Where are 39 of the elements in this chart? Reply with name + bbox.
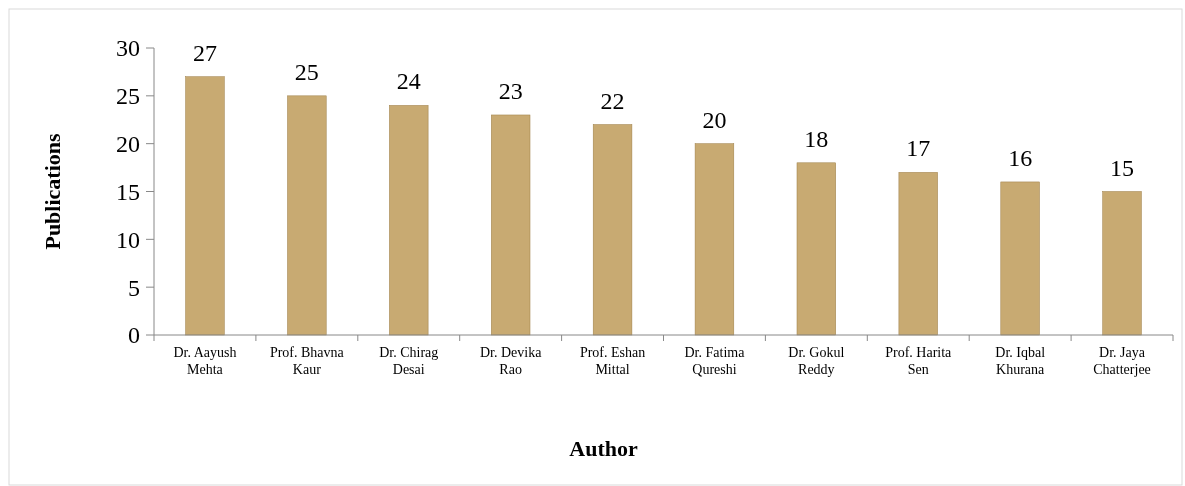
data-label: 27: [192, 39, 217, 66]
data-label: 25: [294, 58, 319, 85]
bar: [1000, 181, 1040, 336]
bar: [389, 105, 429, 336]
data-label: 20: [702, 106, 727, 133]
bar: [592, 124, 633, 336]
data-label: 23: [498, 77, 523, 104]
data-label: 15: [1110, 154, 1135, 181]
y-tick-label: 30: [116, 35, 140, 62]
data-label: 16: [1008, 144, 1033, 171]
data-label: 17: [906, 135, 931, 162]
x-tick-label: Dr. Aayush Mehta: [173, 345, 237, 377]
x-tick-label: Dr. Gokul Reddy: [788, 345, 845, 377]
x-tick-label: Prof. Eshan Mittal: [579, 345, 646, 377]
y-tick-label: 0: [128, 322, 140, 349]
x-tick-label: Dr. Jaya Chatterjee: [1093, 345, 1151, 377]
bar: [287, 95, 327, 336]
y-tick-label: 15: [116, 178, 140, 205]
y-tick-label: 25: [116, 83, 140, 110]
data-label: 18: [804, 125, 829, 152]
x-tick-label: Dr. Fatima Qureshi: [684, 345, 746, 377]
y-axis-title: Publications: [40, 133, 65, 250]
y-tick-label: 20: [116, 131, 140, 158]
y-tick-label: 5: [128, 274, 140, 301]
x-tick-label: Prof. Harita Sen: [885, 345, 953, 377]
bar: [796, 162, 836, 336]
data-label: 22: [600, 87, 625, 114]
x-tick-label: Dr. Chirag Desai: [379, 345, 439, 377]
bar: [898, 172, 938, 336]
bar: [185, 76, 225, 336]
bar: [1102, 191, 1142, 336]
y-tick-label: 10: [116, 226, 140, 253]
data-label: 24: [396, 68, 421, 95]
bar: [491, 114, 531, 336]
bar: [694, 143, 735, 336]
x-tick-label: Dr. Iqbal Khurana: [995, 345, 1046, 377]
x-tick-label: Prof. Bhavna Kaur: [269, 345, 345, 377]
x-tick-label: Dr. Devika Rao: [479, 345, 543, 377]
x-axis-title: Author: [569, 436, 638, 461]
